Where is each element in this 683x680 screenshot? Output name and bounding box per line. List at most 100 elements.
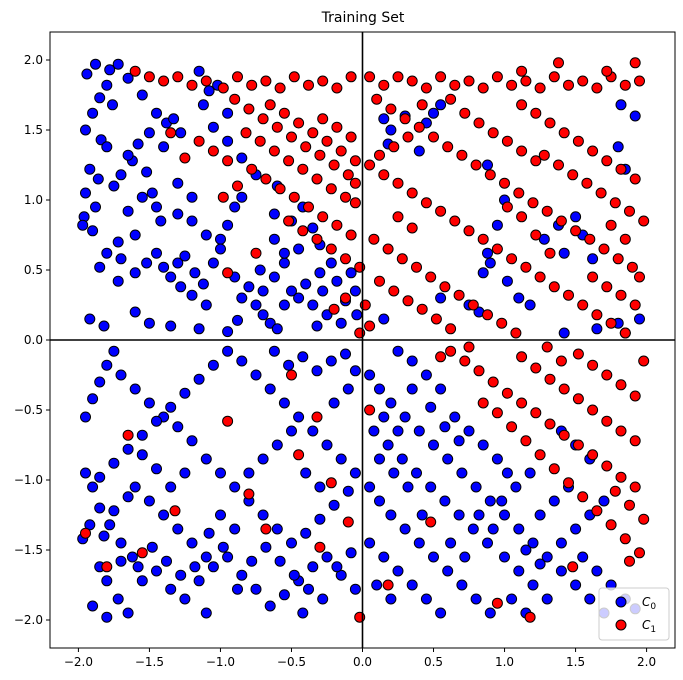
data-point xyxy=(108,457,120,469)
data-point xyxy=(112,275,124,287)
data-point xyxy=(257,113,269,125)
data-point xyxy=(236,191,248,203)
data-point xyxy=(463,341,475,353)
data-point xyxy=(388,141,400,153)
data-point xyxy=(257,285,269,297)
data-point xyxy=(217,82,229,94)
data-point xyxy=(215,233,226,245)
data-point xyxy=(534,271,546,283)
data-point xyxy=(278,247,290,259)
data-point xyxy=(364,369,376,381)
data-point xyxy=(151,415,162,427)
data-point xyxy=(435,71,447,83)
data-point xyxy=(115,537,127,549)
data-point xyxy=(524,299,536,311)
data-point xyxy=(491,453,503,465)
data-point xyxy=(634,271,645,283)
data-point xyxy=(325,257,337,269)
data-point xyxy=(516,145,528,157)
data-point xyxy=(222,345,234,357)
data-point xyxy=(250,583,262,595)
data-point xyxy=(456,149,468,161)
data-point xyxy=(122,205,134,217)
y-tick-label: −1.0 xyxy=(14,473,43,487)
data-point xyxy=(203,527,215,539)
data-point xyxy=(129,65,141,77)
data-point xyxy=(288,569,300,581)
data-point xyxy=(179,387,191,399)
data-point xyxy=(591,82,603,94)
data-point xyxy=(581,177,593,189)
data-point xyxy=(278,257,290,269)
data-point xyxy=(325,355,337,367)
data-point xyxy=(122,491,134,503)
data-point xyxy=(122,429,134,441)
data-point xyxy=(286,369,297,381)
data-point xyxy=(236,355,248,367)
data-point xyxy=(264,383,276,395)
y-tick-label: 1.0 xyxy=(24,193,43,207)
data-point xyxy=(278,589,290,601)
data-point xyxy=(364,320,376,332)
data-point xyxy=(229,481,241,493)
data-point xyxy=(378,551,390,563)
data-point xyxy=(175,281,187,293)
data-point xyxy=(158,141,170,153)
legend-marker xyxy=(615,596,627,608)
data-point xyxy=(161,555,172,567)
y-tick-label: 1.5 xyxy=(24,123,43,137)
data-point xyxy=(428,551,439,563)
data-point xyxy=(634,75,645,87)
data-point xyxy=(572,348,584,360)
data-point xyxy=(257,309,269,321)
data-point xyxy=(317,75,329,87)
data-point xyxy=(439,281,451,293)
data-point xyxy=(87,481,99,493)
data-point xyxy=(168,113,180,125)
data-point xyxy=(615,425,627,437)
data-point xyxy=(456,579,468,591)
data-point xyxy=(197,99,209,111)
data-point xyxy=(563,289,574,301)
data-point xyxy=(87,107,99,119)
data-point xyxy=(428,131,439,143)
data-point xyxy=(95,134,107,146)
data-point xyxy=(108,180,120,192)
data-point xyxy=(129,267,141,279)
data-point xyxy=(186,79,198,91)
data-point xyxy=(406,383,418,395)
data-point xyxy=(527,579,539,591)
data-point xyxy=(260,173,272,185)
data-point xyxy=(260,523,272,535)
data-point xyxy=(311,365,323,377)
data-point xyxy=(413,121,425,133)
data-point xyxy=(207,145,219,157)
data-point xyxy=(126,551,138,563)
data-point xyxy=(416,303,428,315)
data-point xyxy=(151,201,162,213)
data-point xyxy=(136,547,148,559)
data-point xyxy=(527,197,539,209)
data-point xyxy=(232,180,243,192)
data-point xyxy=(378,79,390,91)
data-point xyxy=(229,523,241,535)
data-point xyxy=(186,537,198,549)
data-point xyxy=(189,561,201,573)
data-point xyxy=(129,481,141,493)
data-point xyxy=(520,435,532,447)
data-point xyxy=(286,131,297,143)
data-point xyxy=(217,541,229,553)
data-point xyxy=(463,425,475,437)
data-point xyxy=(520,261,532,273)
data-point xyxy=(374,275,385,287)
data-point xyxy=(534,82,546,94)
data-point xyxy=(402,131,414,143)
data-point xyxy=(425,516,437,528)
data-point xyxy=(463,225,475,237)
data-point xyxy=(506,421,518,433)
data-point xyxy=(122,149,134,161)
data-point xyxy=(203,85,215,97)
data-point xyxy=(470,159,482,171)
data-point xyxy=(207,359,219,371)
